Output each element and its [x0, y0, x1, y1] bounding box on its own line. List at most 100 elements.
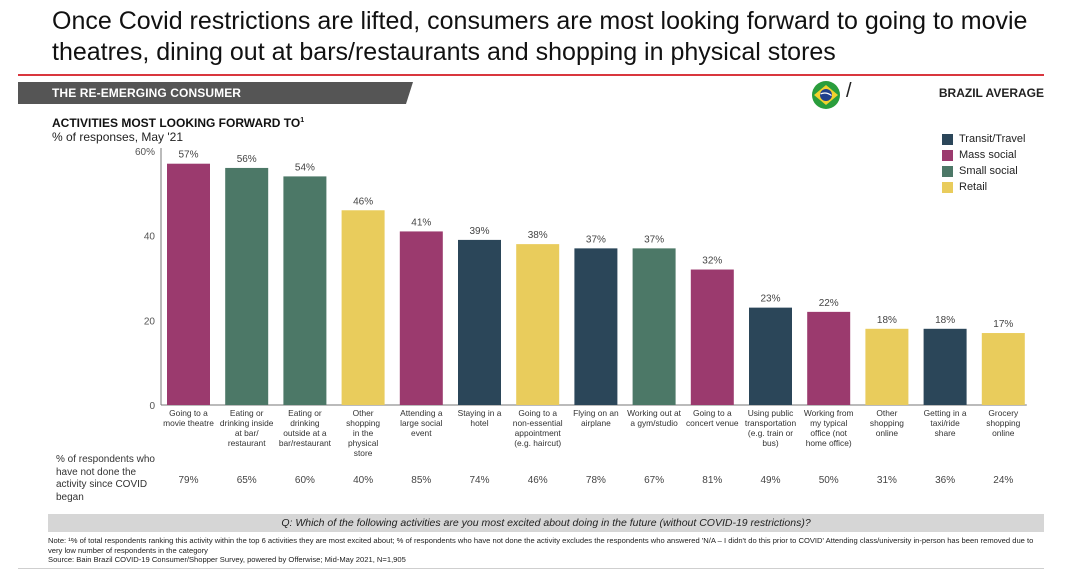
bar-value-label: 17%	[993, 319, 1013, 330]
x-tick-label: Going to a movie theatre	[163, 408, 214, 428]
x-tick-label-line: Staying in a	[458, 408, 502, 418]
x-tick-label: Eating or drinking inside at bar/restauran…	[220, 408, 274, 448]
x-tick-label-line: (e.g. train or	[748, 428, 793, 438]
x-tick-label-line: drinking inside	[220, 418, 274, 428]
bar	[516, 244, 560, 405]
legend-swatch	[942, 133, 953, 145]
bar	[981, 333, 1025, 405]
bar	[690, 269, 734, 405]
x-tick-label-line: office (not	[810, 428, 847, 438]
secondary-row-value: 31%	[877, 475, 897, 486]
x-tick-label-line: Going to a	[169, 408, 208, 418]
x-tick-label-line: bus)	[762, 438, 779, 448]
x-tick-label-line: restaurant	[228, 438, 266, 448]
x-tick-label-line: home office)	[806, 438, 852, 448]
x-tick-label-line: taxi/ride	[930, 418, 960, 428]
secondary-row-label: % of respondents who have not done the a…	[56, 454, 155, 503]
brazil-flag-icon	[811, 80, 841, 110]
x-tick-label: Going to a non-essential appointment (e.g. …	[513, 408, 563, 448]
bar-value-label: 39%	[469, 226, 489, 237]
bar-value-label: 37%	[644, 234, 664, 245]
bar	[807, 311, 851, 405]
legend-label: Mass social	[959, 149, 1017, 161]
bar-value-label: 18%	[935, 315, 955, 326]
y-tick-label: 60%	[135, 147, 155, 158]
x-tick-label: Working out at a gym/studio	[627, 408, 682, 428]
footnotes: Note: ¹% of total respondents ranking th…	[48, 536, 1048, 565]
page-title: Once Covid restrictions are lifted, cons…	[52, 7, 1028, 66]
x-tick-label-line: online	[876, 428, 899, 438]
x-tick-label: Going to a concert venue	[686, 408, 739, 428]
x-tick-label-line: drinking	[290, 418, 320, 428]
x-tick-label-line: Working out at	[627, 408, 682, 418]
region-label: BRAZIL AVERAGE	[938, 86, 1044, 100]
note-text: Note: ¹% of total respondents ranking th…	[48, 536, 1034, 555]
x-tick-label: Attending a large social event	[400, 408, 443, 438]
bar-value-label: 41%	[411, 217, 431, 228]
x-tick-label: Other shopping in the physical store	[346, 408, 380, 458]
bar	[283, 176, 327, 405]
source-text: Source: Bain Brazil COVID-19 Consumer/Sh…	[48, 555, 406, 564]
bar-value-label: 18%	[877, 315, 897, 326]
y-tick-label: 0	[149, 401, 155, 412]
secondary-row-value: 60%	[295, 475, 315, 486]
legend-swatch	[942, 149, 953, 161]
x-tick-label-line: concert venue	[686, 418, 739, 428]
section-label: THE RE-EMERGING CONSUMER	[52, 86, 242, 100]
section-banner-shape	[18, 82, 413, 104]
bar-value-label: 37%	[586, 234, 606, 245]
bar-value-label: 57%	[178, 150, 198, 161]
title-divider	[18, 74, 1044, 76]
secondary-row-value: 40%	[353, 475, 373, 486]
x-tick-label-line: transportation	[745, 418, 797, 428]
footnote-marker: 1	[300, 117, 305, 124]
bar	[341, 210, 385, 405]
x-tick-label-line: Other	[353, 408, 374, 418]
bar	[399, 231, 443, 405]
x-tick-label: Working from my typical office (not home of…	[804, 408, 854, 448]
x-tick-label-line: share	[935, 428, 956, 438]
bar-value-label: 38%	[528, 230, 548, 241]
survey-question-bar: Q: Which of the following activities are…	[48, 514, 1044, 532]
x-tick-label-line: at bar/	[235, 428, 259, 438]
legend-swatch	[942, 181, 953, 193]
y-tick-label: 40	[144, 232, 156, 243]
secondary-row-value: 81%	[702, 475, 722, 486]
survey-question: Q: Which of the following activities are…	[281, 517, 811, 529]
secondary-row-value: 50%	[819, 475, 839, 486]
x-tick-label-line: appointment	[515, 428, 562, 438]
bar	[632, 248, 676, 405]
x-tick-label: Eating or drinking outside at a bar/restaur…	[279, 408, 332, 448]
x-tick-label-line: bar/restaurant	[279, 438, 332, 448]
x-tick-label-line: Going to a	[518, 408, 557, 418]
x-tick-label-line: Working from	[804, 408, 854, 418]
x-tick-label-line: Eating or	[288, 408, 322, 418]
legend-item-transit-travel: Transit/Travel	[942, 131, 1025, 147]
x-tick-label: Other shopping online	[870, 408, 904, 438]
x-tick-label-line: hotel	[470, 418, 488, 428]
bar-value-label: 32%	[702, 256, 722, 267]
bar-value-label: 54%	[295, 162, 315, 173]
secondary-row-value: 36%	[935, 475, 955, 486]
secondary-row-value: 24%	[993, 475, 1013, 486]
bar	[574, 248, 618, 405]
secondary-row-value: 46%	[528, 475, 548, 486]
x-tick-label-line: my typical	[810, 418, 847, 428]
x-tick-label-line: shopping	[346, 418, 380, 428]
legend-label: Small social	[959, 165, 1018, 177]
bar-value-label: 22%	[819, 298, 839, 309]
legend-item-small-social: Small social	[942, 163, 1025, 179]
x-tick-label-line: physical	[348, 438, 378, 448]
bar-value-label: 46%	[353, 196, 373, 207]
x-tick-label-line: non-essential	[513, 418, 563, 428]
bar	[458, 239, 501, 405]
chart-title-text: ACTIVITIES MOST LOOKING FORWARD TO	[52, 116, 301, 130]
x-tick-label-line: outside at a	[283, 428, 327, 438]
secondary-row-value: 67%	[644, 475, 664, 486]
x-tick-label-line: Other	[876, 408, 897, 418]
x-tick-label-line: Grocery	[988, 408, 1019, 418]
x-tick-label-line: movie theatre	[163, 418, 214, 428]
legend-swatch	[942, 165, 953, 177]
legend-item-mass-social: Mass social	[942, 147, 1025, 163]
secondary-row-value: 78%	[586, 475, 606, 486]
